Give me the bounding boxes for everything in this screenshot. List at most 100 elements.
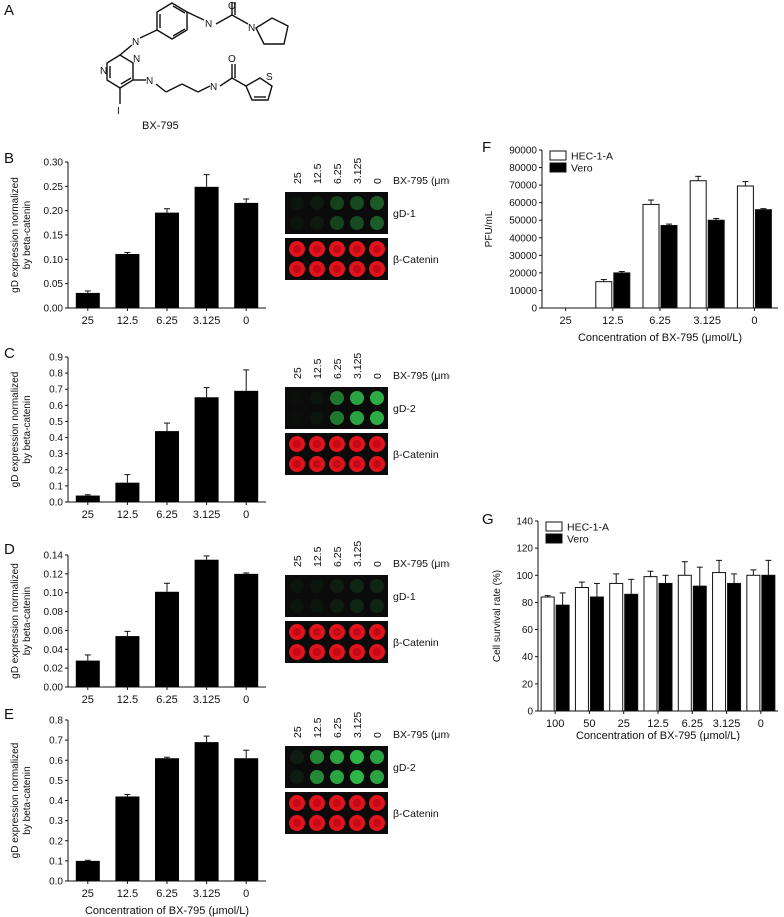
g-bar-vero bbox=[761, 574, 776, 712]
c-ytick-label: 0.4 bbox=[49, 433, 63, 444]
gd-blot-spot bbox=[370, 750, 384, 764]
f-legend-swatch bbox=[549, 150, 567, 161]
b-bar bbox=[155, 212, 179, 308]
gd-blot-spot bbox=[350, 196, 364, 210]
catenin-blot-label: β-Catenin bbox=[393, 637, 439, 649]
e-ytick-label: 0.1 bbox=[49, 856, 63, 867]
blot-conc-label: 12.5 bbox=[312, 546, 324, 567]
f-bar-vero bbox=[613, 272, 631, 309]
blot-conc-label: 3.125 bbox=[352, 353, 364, 379]
b-xtick-label: 0 bbox=[243, 315, 249, 327]
c-bar bbox=[155, 431, 179, 502]
g-x-axis-title: Concentration of BX-795 (μmol/L) bbox=[576, 730, 740, 741]
d-y-axis-title: gD expression normalizedby beta-catenin bbox=[10, 563, 33, 679]
b-xtick-label: 3.125 bbox=[193, 315, 221, 327]
f-ytick-label: 90000 bbox=[509, 146, 537, 157]
e-y-axis-title: gD expression normalizedby beta-catenin bbox=[10, 743, 33, 859]
catenin-blot-spot-core bbox=[353, 245, 361, 253]
gd-blot-label: gD-1 bbox=[393, 591, 416, 603]
c-bar bbox=[115, 482, 140, 502]
catenin-blot-label: β-Catenin bbox=[393, 808, 439, 820]
c-xtick-label: 3.125 bbox=[193, 509, 221, 521]
blot-conc-label: 3.125 bbox=[352, 712, 364, 738]
c-y-axis-title-line2: by beta-catenin bbox=[22, 395, 33, 463]
b-ytick-label: 0.25 bbox=[44, 182, 64, 193]
c-ytick-label: 0.0 bbox=[49, 498, 63, 509]
catenin-blot-spot-core bbox=[293, 819, 301, 827]
c-bar bbox=[194, 397, 219, 502]
blot-conc-label: 0 bbox=[372, 561, 384, 567]
c-ytick-label: 0.3 bbox=[49, 449, 63, 460]
f-bar-hec bbox=[595, 281, 613, 309]
catenin-blot-spot-core bbox=[333, 819, 341, 827]
atom-n1: N bbox=[132, 37, 139, 48]
d-bar bbox=[115, 636, 140, 687]
chart-e: 0.0 0.1 0.2 0.3 0.4 0.5 0.6 0.7 0.8 25 12.5 6.25 3.1… bbox=[10, 716, 266, 917]
gd-blot-spot bbox=[350, 411, 364, 425]
gd-blot-spot bbox=[310, 216, 324, 230]
e-ytick-label: 0.3 bbox=[49, 816, 63, 827]
catenin-blot-spot-core bbox=[353, 799, 361, 807]
gd-blot-spot bbox=[310, 599, 324, 613]
catenin-blot-spot-core bbox=[313, 440, 321, 448]
g-ytick-label: 60 bbox=[522, 625, 534, 636]
f-xtick-label: 3.125 bbox=[693, 315, 721, 327]
d-bar bbox=[194, 559, 219, 687]
g-legend-swatch bbox=[545, 533, 563, 544]
blot-b: 25 12.5 6.25 3.125 0 BX-795 (μmol/L) gD-1 β-Cat… bbox=[285, 158, 450, 280]
gd-blot-spot bbox=[370, 391, 384, 405]
atom-n3: N bbox=[248, 23, 255, 34]
b-ytick-label: 0.00 bbox=[44, 304, 64, 315]
f-ytick-label: 40000 bbox=[509, 233, 537, 244]
f-legend-label: HEC-1-A bbox=[571, 151, 613, 163]
f-ytick-label: 50000 bbox=[509, 216, 537, 227]
e-y-axis-title-line2: by beta-catenin bbox=[22, 766, 33, 834]
chart-g: 0 20 40 60 80 100 120 140 100 50 25 12.5 6.25 3.125 0 C… bbox=[492, 517, 778, 741]
c-bar bbox=[75, 495, 100, 502]
b-ytick-label: 0.15 bbox=[44, 231, 64, 242]
gd-blot-spot bbox=[370, 196, 384, 210]
g-bar-vero bbox=[589, 596, 604, 712]
gd-blot-spot bbox=[290, 579, 304, 593]
d-ytick-label: 0.12 bbox=[44, 569, 64, 580]
atom-o2: O bbox=[228, 54, 236, 65]
g-bar-hec bbox=[677, 574, 692, 712]
c-y-axis-title: gD expression normalizedby beta-catenin bbox=[10, 372, 33, 488]
catenin-blot-spot-core bbox=[353, 460, 361, 468]
gd-blot-spot bbox=[290, 750, 304, 764]
blot-treatment-label: BX-795 (μmol/L) bbox=[393, 370, 450, 382]
atom-n2: N bbox=[205, 19, 212, 30]
gd-blot-panel bbox=[285, 575, 388, 617]
f-bar-hec bbox=[689, 180, 707, 309]
catenin-blot-spot-core bbox=[333, 245, 341, 253]
gd-blot-label: gD-1 bbox=[393, 208, 416, 220]
gd-blot-panel bbox=[285, 192, 388, 234]
g-xtick-label: 100 bbox=[546, 718, 564, 730]
gd-blot-label: gD-2 bbox=[393, 403, 416, 415]
blot-conc-label: 6.25 bbox=[332, 546, 344, 567]
e-ytick-label: 0.2 bbox=[49, 836, 63, 847]
gd-blot-spot bbox=[350, 216, 364, 230]
catenin-blot-spot-core bbox=[293, 245, 301, 253]
g-ytick-label: 120 bbox=[516, 544, 533, 555]
d-xtick-label: 12.5 bbox=[117, 694, 138, 706]
g-xtick-label: 12.5 bbox=[647, 718, 668, 730]
e-bar bbox=[115, 796, 140, 881]
gd-blot-spot bbox=[290, 196, 304, 210]
panel-label-c: C bbox=[4, 345, 15, 362]
e-xtick-label: 6.25 bbox=[156, 888, 177, 900]
blot-conc-label: 12.5 bbox=[312, 163, 324, 184]
catenin-blot-label: β-Catenin bbox=[393, 254, 439, 266]
blot-c: 25 12.5 6.25 3.125 0 BX-795 (μmol/L) gD-2 β-Cat… bbox=[285, 353, 450, 475]
catenin-blot-spot-core bbox=[333, 628, 341, 636]
g-legend-label: HEC-1-A bbox=[567, 522, 609, 534]
catenin-blot-spot-core bbox=[333, 799, 341, 807]
catenin-blot-spot-core bbox=[373, 819, 381, 827]
blot-conc-label: 12.5 bbox=[312, 717, 324, 738]
gd-blot-spot bbox=[350, 770, 364, 784]
catenin-blot-spot-core bbox=[353, 440, 361, 448]
gd-blot-spot bbox=[330, 196, 344, 210]
catenin-blot-spot-core bbox=[313, 628, 321, 636]
gd-blot-spot bbox=[350, 391, 364, 405]
f-bar-hec bbox=[736, 185, 754, 309]
